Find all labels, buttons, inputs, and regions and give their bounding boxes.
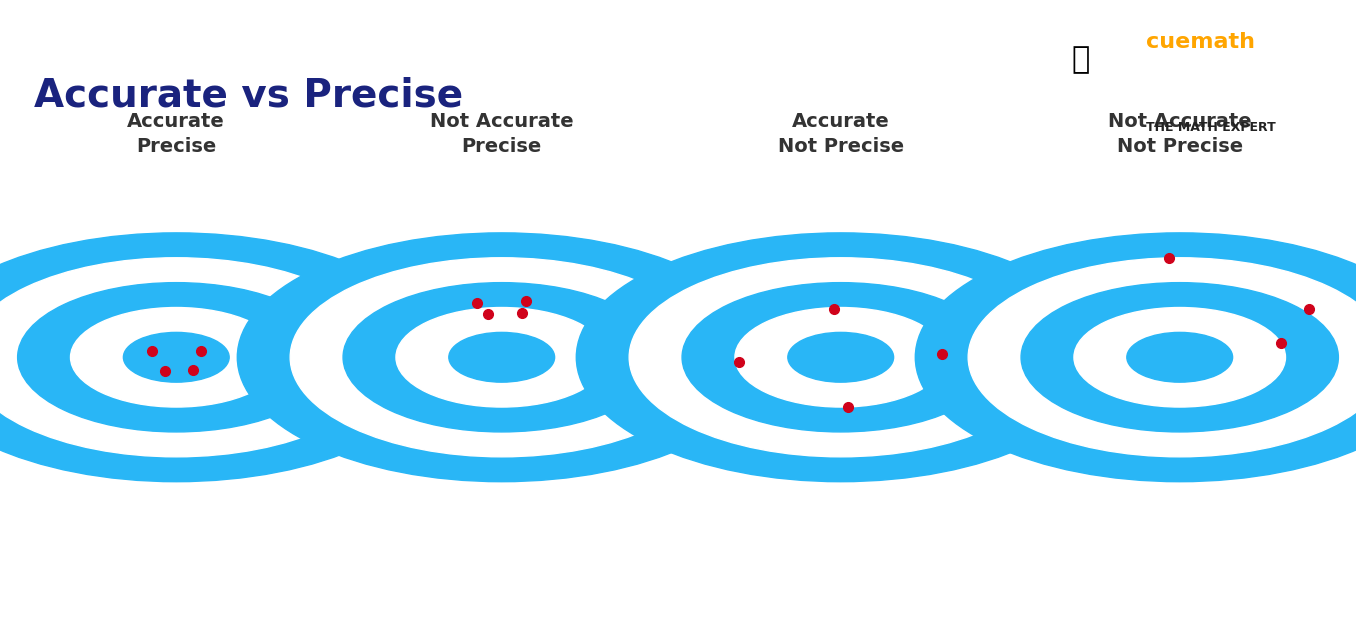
Text: Accurate: Accurate xyxy=(127,112,225,131)
Ellipse shape xyxy=(343,283,660,432)
Ellipse shape xyxy=(71,308,282,407)
Ellipse shape xyxy=(290,258,713,457)
Text: Not Accurate: Not Accurate xyxy=(430,112,574,131)
Ellipse shape xyxy=(968,258,1356,457)
Text: Precise: Precise xyxy=(136,137,217,156)
Ellipse shape xyxy=(915,233,1356,482)
Ellipse shape xyxy=(1074,308,1285,407)
Ellipse shape xyxy=(0,233,441,482)
Text: Accurate: Accurate xyxy=(792,112,890,131)
Ellipse shape xyxy=(629,258,1052,457)
Ellipse shape xyxy=(788,332,894,382)
Text: 🚀: 🚀 xyxy=(1071,45,1089,73)
Ellipse shape xyxy=(123,332,229,382)
Ellipse shape xyxy=(735,308,946,407)
Ellipse shape xyxy=(18,283,335,432)
Ellipse shape xyxy=(1021,283,1338,432)
Ellipse shape xyxy=(682,283,999,432)
Ellipse shape xyxy=(237,233,766,482)
Ellipse shape xyxy=(576,233,1105,482)
Text: Not Precise: Not Precise xyxy=(777,137,904,156)
Ellipse shape xyxy=(396,308,607,407)
Text: Precise: Precise xyxy=(461,137,542,156)
Ellipse shape xyxy=(0,258,388,457)
Text: Accurate vs Precise: Accurate vs Precise xyxy=(34,77,462,115)
Text: cuemath: cuemath xyxy=(1146,32,1254,52)
Ellipse shape xyxy=(1127,332,1233,382)
Ellipse shape xyxy=(449,332,555,382)
Text: THE MATH EXPERT: THE MATH EXPERT xyxy=(1146,121,1276,134)
Text: Not Accurate: Not Accurate xyxy=(1108,112,1252,131)
Text: Not Precise: Not Precise xyxy=(1116,137,1243,156)
